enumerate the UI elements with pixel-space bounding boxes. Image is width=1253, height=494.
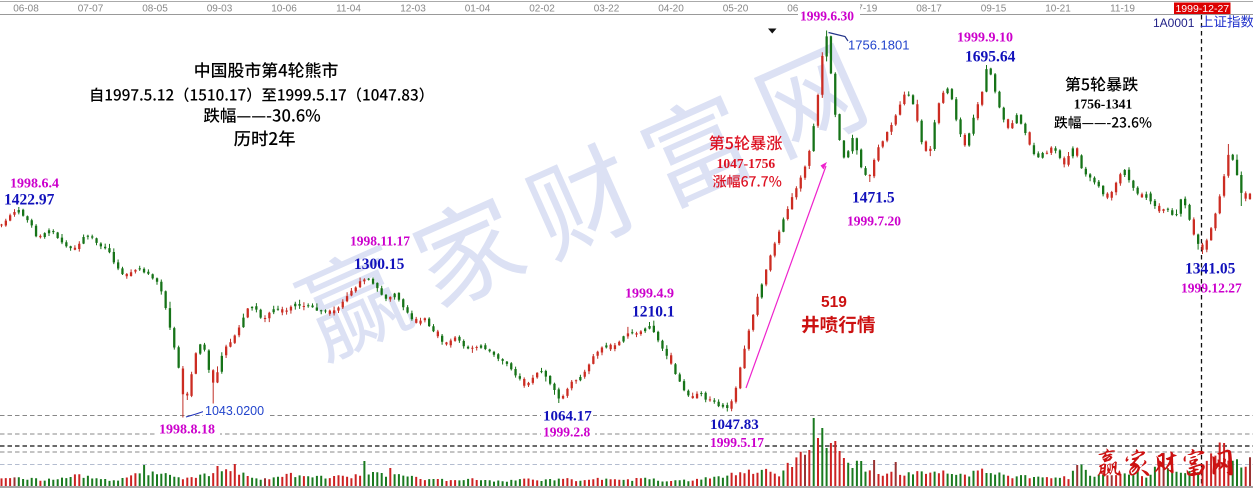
svg-text:1422.97: 1422.97 bbox=[4, 192, 55, 209]
svg-text:1047-1756: 1047-1756 bbox=[717, 156, 776, 171]
svg-text:1064.17: 1064.17 bbox=[543, 409, 592, 425]
svg-text:1341.05: 1341.05 bbox=[1185, 261, 1236, 278]
svg-text:1210.1: 1210.1 bbox=[632, 304, 675, 321]
svg-text:1999.6.30: 1999.6.30 bbox=[800, 9, 854, 24]
svg-text:02-02: 02-02 bbox=[529, 4, 555, 15]
svg-text:1756-1341: 1756-1341 bbox=[1074, 97, 1133, 112]
svg-text:07-07: 07-07 bbox=[78, 4, 104, 15]
svg-text:08-05: 08-05 bbox=[142, 4, 168, 15]
svg-text:03-22: 03-22 bbox=[594, 4, 620, 15]
svg-text:1998.6.4: 1998.6.4 bbox=[10, 177, 59, 192]
svg-text:519: 519 bbox=[821, 294, 847, 311]
svg-text:10-06: 10-06 bbox=[271, 4, 297, 15]
svg-text:1A0001: 1A0001 bbox=[1153, 16, 1195, 30]
svg-text:1300.15: 1300.15 bbox=[354, 256, 405, 273]
svg-text:1047.83: 1047.83 bbox=[710, 417, 759, 433]
svg-text:11-19: 11-19 bbox=[1110, 4, 1135, 15]
svg-text:1471.5: 1471.5 bbox=[852, 190, 895, 207]
svg-text:1999.9.10: 1999.9.10 bbox=[957, 31, 1013, 46]
svg-text:1999.12.27: 1999.12.27 bbox=[1181, 281, 1242, 296]
svg-text:04-20: 04-20 bbox=[658, 4, 684, 15]
svg-text:09-15: 09-15 bbox=[981, 4, 1007, 15]
svg-text:01-04: 01-04 bbox=[465, 4, 491, 15]
svg-text:1998.11.17: 1998.11.17 bbox=[350, 234, 410, 249]
svg-text:08-17: 08-17 bbox=[916, 4, 942, 15]
svg-text:07-19: 07-19 bbox=[852, 4, 878, 15]
svg-text:1999.5.17: 1999.5.17 bbox=[710, 435, 764, 450]
svg-text:1756.1801: 1756.1801 bbox=[848, 38, 909, 53]
svg-text:1998.8.18: 1998.8.18 bbox=[159, 423, 215, 438]
svg-text:09-03: 09-03 bbox=[207, 4, 233, 15]
svg-text:1043.0200: 1043.0200 bbox=[205, 404, 264, 418]
svg-text:1999-12-27: 1999-12-27 bbox=[1175, 3, 1229, 15]
svg-text:12-03: 12-03 bbox=[400, 4, 426, 15]
svg-text:1695.64: 1695.64 bbox=[965, 49, 1016, 66]
svg-text:1999.2.8: 1999.2.8 bbox=[543, 425, 591, 440]
svg-text:06-08: 06-08 bbox=[13, 4, 39, 15]
svg-text:1999.4.9: 1999.4.9 bbox=[625, 287, 674, 302]
svg-text:1999.7.20: 1999.7.20 bbox=[847, 214, 901, 229]
svg-text:11-04: 11-04 bbox=[336, 4, 361, 15]
svg-text:10-21: 10-21 bbox=[1045, 4, 1071, 15]
svg-text:05-20: 05-20 bbox=[723, 4, 749, 15]
